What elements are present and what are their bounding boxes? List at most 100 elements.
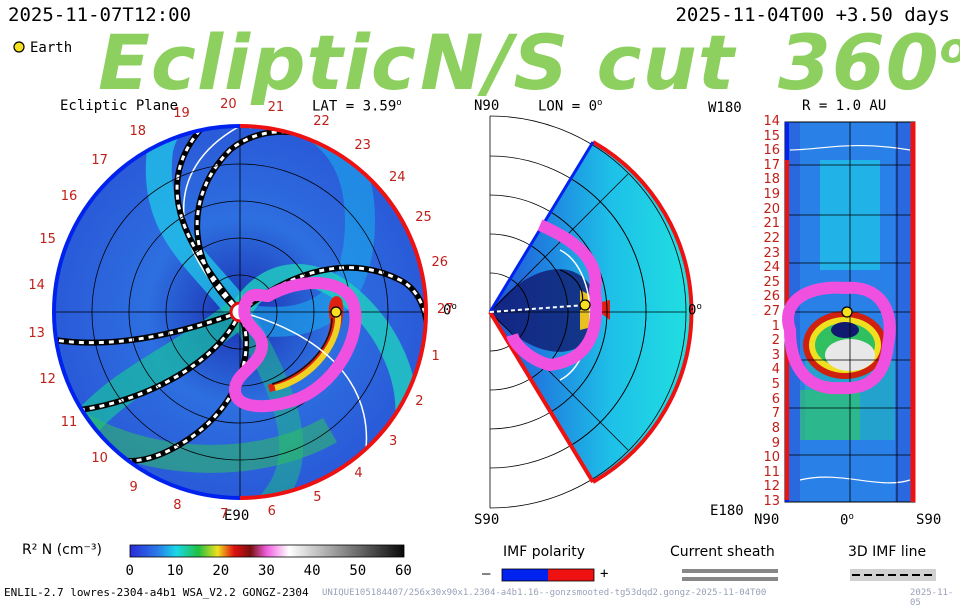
clock-number: 3 bbox=[389, 433, 398, 449]
radius-row-label: 9 bbox=[771, 435, 780, 451]
ecliptic-disk bbox=[52, 124, 428, 500]
radius-row-label: 8 bbox=[771, 420, 780, 436]
clock-number: 26 bbox=[431, 254, 449, 270]
radius-row-label: 14 bbox=[763, 114, 780, 129]
radius-row-label: 16 bbox=[763, 143, 780, 159]
w180-label: W180 bbox=[708, 100, 742, 116]
polarity-positive-swatch bbox=[548, 569, 594, 581]
radius-row-label: 23 bbox=[763, 245, 780, 261]
clock-number: 15 bbox=[39, 231, 56, 247]
clock-number: 20 bbox=[220, 97, 237, 113]
lon-label: LON = 0o bbox=[538, 98, 603, 115]
radius-row-label: 5 bbox=[771, 377, 780, 393]
clock-number: 4 bbox=[354, 466, 363, 482]
radius-s90-label: S90 bbox=[916, 512, 942, 528]
current-sheath-label: Current sheath bbox=[670, 544, 775, 560]
meridional-wedge bbox=[488, 115, 694, 509]
earth-legend-label: Earth bbox=[30, 40, 73, 56]
e90-label: E90 bbox=[224, 508, 250, 524]
colorbar-tick: 40 bbox=[303, 563, 321, 579]
e180-label: E180 bbox=[710, 503, 744, 519]
colorbar-tick: 30 bbox=[258, 563, 275, 579]
radius-row-label: 15 bbox=[763, 128, 780, 144]
radius-row-label: 7 bbox=[771, 406, 780, 422]
title-360: 360o bbox=[778, 18, 960, 107]
clock-number: 25 bbox=[415, 209, 432, 225]
ecliptic-zero-label: 0o bbox=[443, 302, 457, 319]
r-label: R = 1.0 AU bbox=[802, 98, 887, 114]
clock-number: 27 bbox=[437, 302, 454, 317]
clock-number: 18 bbox=[129, 124, 147, 140]
ecliptic-plane-label: Ecliptic Plane bbox=[60, 98, 179, 114]
right-date: 2025-11-04T00 +3.50 days bbox=[675, 4, 950, 26]
colorbar-tick: 0 bbox=[125, 563, 134, 579]
clock-number: 8 bbox=[173, 498, 182, 514]
clock-number: 21 bbox=[267, 100, 285, 116]
radius-row-label: 10 bbox=[763, 450, 780, 466]
radius-row-label: 4 bbox=[771, 362, 780, 378]
radius-row-label: 18 bbox=[763, 172, 780, 188]
footer-run-date: 2025-11-05 bbox=[910, 588, 954, 608]
radius-row-label: 17 bbox=[763, 157, 780, 173]
clock-number: 23 bbox=[354, 137, 371, 153]
radius-row-label: 22 bbox=[763, 230, 780, 246]
n90-label: N90 bbox=[474, 98, 500, 114]
radius-n90-label: N90 bbox=[754, 512, 780, 528]
radius-row-label: 6 bbox=[771, 391, 780, 407]
clock-number: 6 bbox=[267, 503, 276, 519]
radius-row-label: 25 bbox=[763, 274, 780, 290]
clock-number: 16 bbox=[60, 189, 78, 205]
clock-number: 7 bbox=[220, 506, 229, 522]
colorbar-tick: 60 bbox=[395, 563, 412, 579]
imf-polarity-label: IMF polarity bbox=[503, 544, 586, 560]
clock-number: 14 bbox=[28, 278, 45, 294]
clock-number: 9 bbox=[129, 479, 138, 495]
lat-label: LAT = 3.59o bbox=[312, 98, 402, 115]
radius-row-label: 13 bbox=[763, 494, 780, 509]
current-sheath-swatch bbox=[682, 569, 778, 581]
radius-row-label: 21 bbox=[763, 216, 780, 232]
radius-row-label: 26 bbox=[763, 289, 780, 305]
radius-row-label: 20 bbox=[763, 201, 780, 217]
meridional-zero-label: 0o bbox=[688, 302, 702, 319]
radius-panel bbox=[782, 121, 916, 503]
s90-label: S90 bbox=[474, 512, 500, 528]
clock-number: 5 bbox=[313, 490, 322, 506]
colorbar-tick: 10 bbox=[166, 563, 184, 579]
radius-row-label: 3 bbox=[771, 347, 780, 363]
radius-row-label: 19 bbox=[763, 187, 780, 203]
polarity-negative-swatch bbox=[502, 569, 548, 581]
clock-number: 19 bbox=[173, 105, 190, 121]
imf-line-swatch bbox=[850, 569, 936, 581]
radius-row-label: 2 bbox=[771, 333, 780, 349]
title-cut: N/S cut bbox=[420, 18, 736, 107]
polarity-plus: + bbox=[600, 566, 609, 582]
colorbar-tick: 20 bbox=[212, 563, 230, 579]
colorbar bbox=[129, 544, 405, 558]
footer-model: ENLIL-2.7 lowres-2304-a4b1 WSA_V2.2 GONG… bbox=[4, 586, 309, 599]
radius-row-label: 27 bbox=[763, 304, 780, 319]
earth-legend-icon bbox=[13, 41, 25, 53]
clock-number: 2 bbox=[415, 394, 424, 409]
clock-number: 24 bbox=[389, 170, 406, 186]
clock-number: 12 bbox=[39, 372, 56, 388]
radius-row-label: 1 bbox=[771, 318, 780, 334]
colorbar-label: R² N (cm⁻³) bbox=[22, 542, 102, 558]
imf-line-label: 3D IMF line bbox=[848, 544, 927, 560]
clock-number: 1 bbox=[431, 349, 440, 365]
radius-row-label: 12 bbox=[763, 479, 780, 495]
radius-row-label: 11 bbox=[763, 464, 780, 480]
colorbar-tick: 50 bbox=[349, 563, 367, 579]
title-ecliptic: Ecliptic bbox=[98, 18, 417, 107]
left-date: 2025-11-07T12:00 bbox=[8, 4, 192, 26]
clock-number: 11 bbox=[60, 414, 78, 430]
footer-run-id: UNIQUE105184407/256x30x90x1.2304-a4b1.16… bbox=[322, 588, 767, 598]
clock-number: 10 bbox=[91, 451, 108, 467]
polarity-minus: – bbox=[482, 566, 491, 582]
clock-number: 22 bbox=[313, 113, 330, 129]
radius-row-label: 24 bbox=[763, 260, 780, 276]
radius-zero-label: 0o bbox=[840, 512, 854, 529]
clock-number: 17 bbox=[91, 152, 108, 168]
clock-number: 13 bbox=[28, 325, 45, 341]
